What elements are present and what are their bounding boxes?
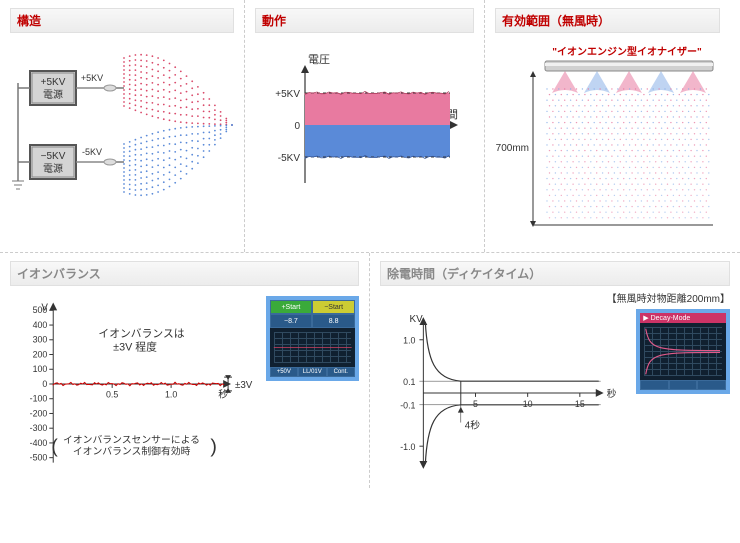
measure-display-1: +Start −Start −8.7 8.8 +50VLL/01VCont. bbox=[266, 296, 359, 381]
panel4-title: イオンバランス bbox=[10, 261, 359, 286]
svg-text:10: 10 bbox=[523, 399, 533, 409]
svg-text:-1.0: -1.0 bbox=[400, 442, 415, 452]
svg-text:(: ( bbox=[51, 436, 58, 458]
operation-chart: 電圧 時間 +5KV 0 -5KV bbox=[255, 43, 475, 208]
wire-neg-label: -5KV bbox=[82, 147, 102, 157]
svg-text:): ) bbox=[210, 436, 217, 458]
psu-positive: +5KV 電源 bbox=[30, 71, 76, 105]
svg-text:±3V: ±3V bbox=[235, 380, 253, 391]
svg-text:0.1: 0.1 bbox=[403, 377, 415, 387]
svg-text:0: 0 bbox=[294, 121, 300, 132]
svg-text:-5KV: -5KV bbox=[278, 153, 301, 164]
annotation-note: ( イオンバランスセンサーによる イオンバランス制御有効時 ) bbox=[51, 434, 217, 458]
panel2-title: 動作 bbox=[255, 8, 474, 33]
panel5-subtitle: 【無風時対物距離200mm】 bbox=[380, 290, 730, 305]
annotation-main: イオンバランスは ±3V 程度 bbox=[98, 327, 187, 354]
svg-text:−5KV: −5KV bbox=[41, 151, 66, 162]
psu-negative: −5KV 電源 bbox=[30, 145, 76, 179]
svg-text:0.5: 0.5 bbox=[106, 390, 118, 400]
y-axis-label: 電圧 bbox=[308, 53, 330, 66]
svg-text:電源: 電源 bbox=[43, 88, 63, 101]
svg-text:電源: 電源 bbox=[43, 162, 63, 175]
panel3-subtitle: "イオンエンジン型イオナイザー" bbox=[552, 45, 702, 58]
svg-text:-500: -500 bbox=[30, 453, 48, 463]
svg-text:1.0: 1.0 bbox=[165, 390, 177, 400]
pm3v-marker: ±3V bbox=[224, 375, 253, 393]
range-diagram: "イオンエンジン型イオナイザー" 700mm bbox=[495, 43, 720, 233]
svg-text:1.0: 1.0 bbox=[403, 336, 415, 346]
measure-display-2: ▶ Decay-Mode bbox=[636, 309, 730, 394]
svg-text:-300: -300 bbox=[30, 423, 48, 433]
svg-text:400: 400 bbox=[33, 320, 48, 330]
svg-text:+5KV: +5KV bbox=[41, 77, 66, 88]
panel1-title: 構造 bbox=[10, 8, 234, 33]
svg-text:+5KV: +5KV bbox=[275, 89, 300, 100]
structure-diagram: +5KV 電源 +5KV −5KV 電源 -5KV bbox=[10, 43, 235, 208]
svg-text:100: 100 bbox=[33, 364, 48, 374]
panel3-title: 有効範囲（無風時） bbox=[495, 8, 720, 33]
x-unit: 秒 bbox=[607, 387, 617, 400]
wire-pos-label: +5KV bbox=[81, 73, 103, 83]
decay-chart: KV 秒 1.0 0.1 -0.1 -1.0 51015 bbox=[380, 309, 628, 474]
svg-text:-100: -100 bbox=[30, 394, 48, 404]
svg-text:0: 0 bbox=[42, 379, 47, 389]
svg-text:イオンバランスセンサーによる イオン: イオンバランスセンサーによる イオンバランス制御有効時 bbox=[63, 434, 203, 458]
marker-4s: 4秒 bbox=[465, 418, 480, 431]
svg-text:5: 5 bbox=[473, 399, 478, 409]
svg-text:-0.1: -0.1 bbox=[400, 401, 415, 411]
panel5-title: 除電時間（ディケイタイム） bbox=[380, 261, 730, 286]
height-label: 700mm bbox=[496, 143, 529, 154]
svg-text:15: 15 bbox=[575, 399, 585, 409]
svg-text:-400: -400 bbox=[30, 438, 48, 448]
svg-text:500: 500 bbox=[33, 305, 48, 315]
svg-text:300: 300 bbox=[33, 335, 48, 345]
svg-text:200: 200 bbox=[33, 349, 48, 359]
ionbalance-chart: V 5004003002001000-100-200-300-400-500 0… bbox=[10, 296, 258, 471]
x-unit: 秒 bbox=[218, 388, 228, 401]
svg-text:-200: -200 bbox=[30, 408, 48, 418]
